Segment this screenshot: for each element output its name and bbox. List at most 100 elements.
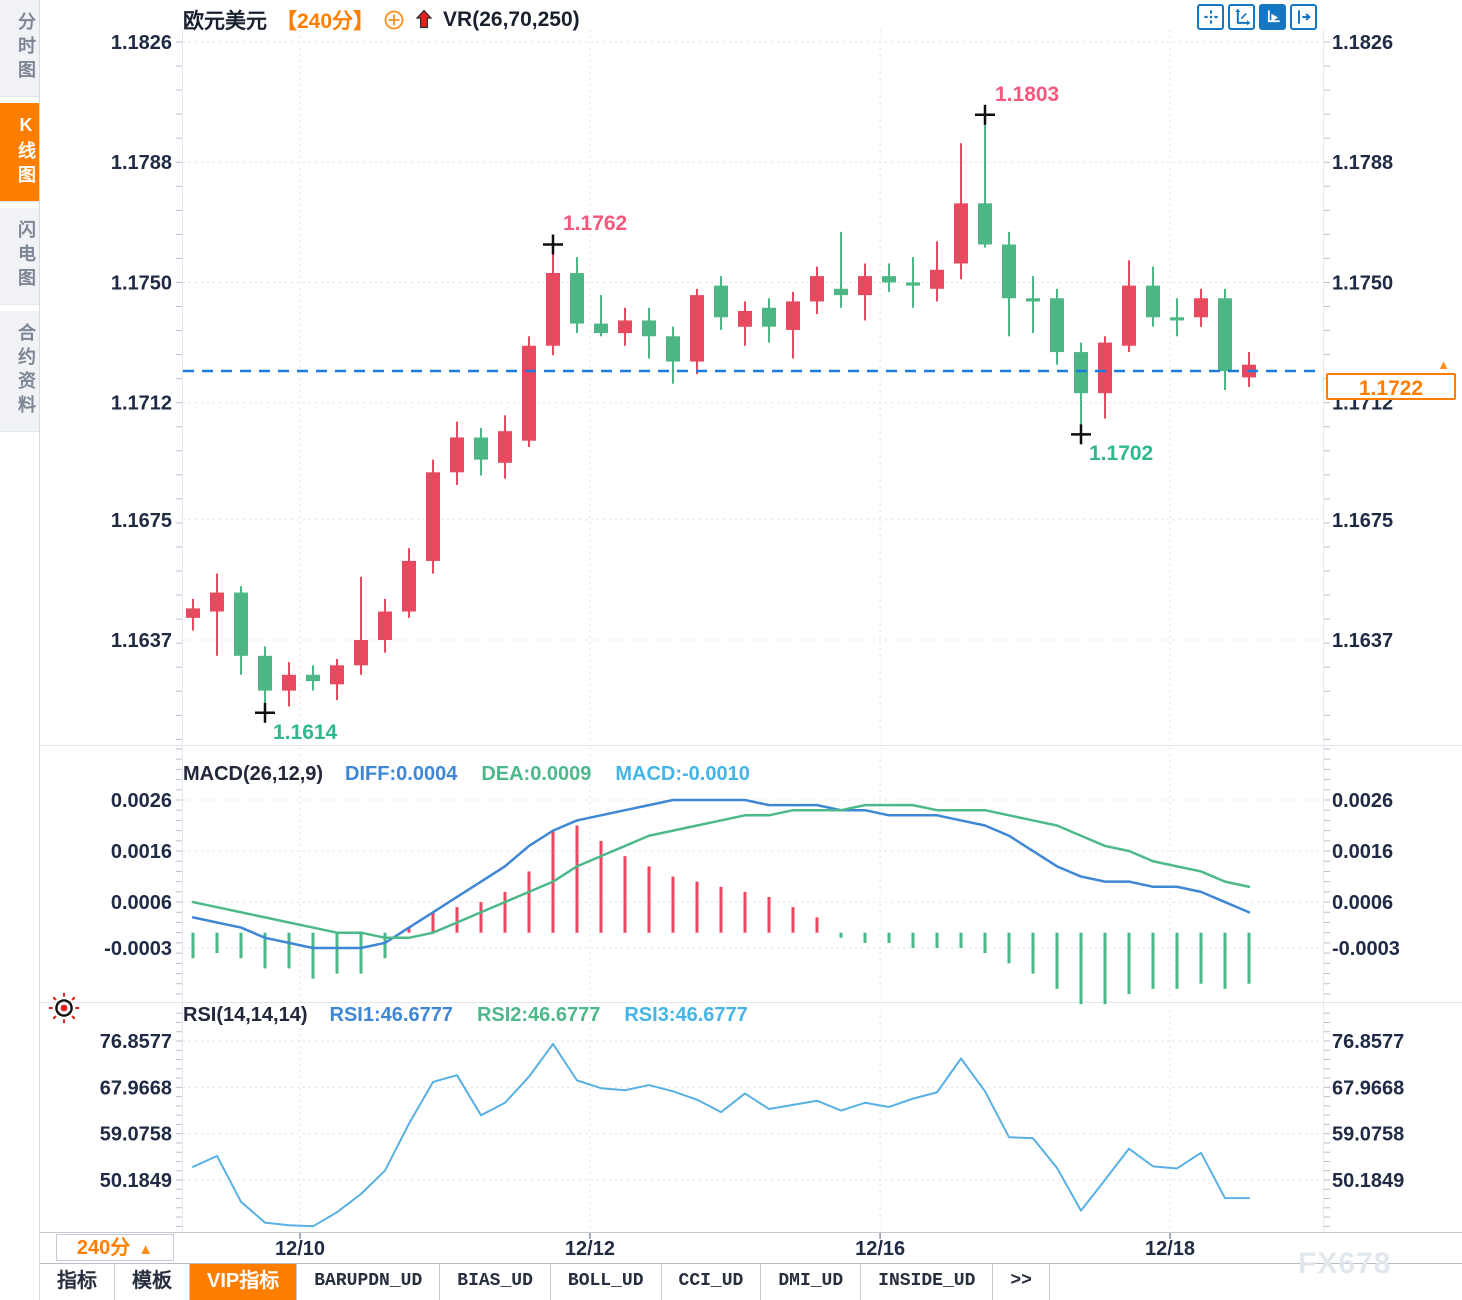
candle-body xyxy=(186,608,200,618)
x-axis-date-label: 12/16 xyxy=(855,1238,905,1260)
x-axis-date-label: 12/12 xyxy=(565,1238,615,1260)
legend-item: MACD:-0.0010 xyxy=(615,763,750,785)
candle-body xyxy=(1218,298,1232,372)
last-price-tag: 1.1722 ▲ xyxy=(1326,358,1456,401)
legend-item: RSI3:46.6777 xyxy=(624,1004,748,1026)
y-axis-label: 1.1826 xyxy=(111,32,172,54)
y-axis-label: 1.1788 xyxy=(111,152,172,174)
legend-item: RSI2:46.6777 xyxy=(476,1004,601,1026)
bottom-tab-2[interactable]: VIP指标 xyxy=(190,1264,298,1300)
bottom-tab-6[interactable]: CCI_UD xyxy=(662,1264,762,1300)
symbol-title: 欧元美元 xyxy=(183,10,267,33)
x-axis-date-label: 12/18 xyxy=(1145,1238,1195,1260)
candle-body xyxy=(354,640,368,666)
bottom-tab-8[interactable]: INSIDE_UD xyxy=(861,1264,994,1300)
macd-title: MACD(26,12,9) xyxy=(183,763,324,785)
y-axis-label: 1.1712 xyxy=(111,393,172,415)
candle-body xyxy=(210,592,224,612)
price-annotation-low: 1.1614 xyxy=(273,720,338,744)
bottom-tab-1[interactable]: 模板 xyxy=(115,1264,190,1300)
candle-body xyxy=(306,674,320,682)
rsi-title: RSI(14,14,14) xyxy=(183,1004,308,1026)
macd-diff-line xyxy=(191,798,1251,950)
pan-right-icon[interactable] xyxy=(1290,4,1317,30)
candle-body xyxy=(1098,342,1112,394)
candle-body xyxy=(258,655,272,691)
rsi-line xyxy=(192,1042,1250,1228)
candle-body xyxy=(690,295,704,362)
bottom-tab-4[interactable]: BIAS_UD xyxy=(440,1264,551,1300)
rsi-legend-values: RSI1:46.6777 RSI2:46.6777 RSI3:46.6777 xyxy=(330,1004,748,1027)
price-up-arrow-icon: ▲ xyxy=(1437,357,1450,373)
y-axis-label: 76.8577 xyxy=(1332,1031,1404,1053)
bottom-tab-bar: 指标 模板 VIP指标 BARUPDN_UD BIAS_UD BOLL_UD CCI_UD D… xyxy=(40,1263,1462,1300)
auto-fit-icon[interactable] xyxy=(1259,4,1286,30)
candle-body xyxy=(1170,317,1184,321)
price-annotation-high: 1.1803 xyxy=(995,82,1060,106)
add-indicator-icon[interactable] xyxy=(383,9,405,31)
candle-body xyxy=(234,592,248,656)
sidebar-item-2[interactable]: 闪电图 xyxy=(0,208,39,305)
y-axis-label: 0.0016 xyxy=(111,841,172,863)
y-axis-label: 1.1637 xyxy=(1332,630,1393,652)
y-axis-label: 1.1826 xyxy=(1332,32,1393,54)
timeframe-selector[interactable]: 240分 ▲ xyxy=(56,1234,174,1261)
sidebar-item-3[interactable]: 合约资料 xyxy=(0,311,39,432)
candle-body xyxy=(882,276,896,283)
candle-body xyxy=(906,282,920,286)
chart-toolbar xyxy=(1197,4,1317,30)
macd-dea-line xyxy=(191,803,1251,940)
y-axis-label: 50.1849 xyxy=(100,1170,172,1192)
candle-body xyxy=(618,320,632,334)
bottom-tab-9[interactable]: >> xyxy=(993,1264,1050,1300)
candle-body xyxy=(402,560,416,612)
sidebar-item-1[interactable]: K线图 xyxy=(0,103,39,202)
candle-body xyxy=(546,272,560,346)
candle-body xyxy=(666,336,680,362)
macd-legend-values: DIFF:0.0004 DEA:0.0009 MACD:-0.0010 xyxy=(345,763,750,786)
candle-body xyxy=(570,272,584,324)
crosshair-icon[interactable] xyxy=(1197,4,1224,30)
sidebar-item-0[interactable]: 分时图 xyxy=(0,0,39,97)
bottom-tab-7[interactable]: DMI_UD xyxy=(761,1264,862,1300)
x-axis-date-label: 12/10 xyxy=(275,1238,325,1260)
y-axis-label: 50.1849 xyxy=(1332,1170,1404,1192)
candle-body xyxy=(1122,285,1136,346)
y-axis-label: 1.1675 xyxy=(111,510,172,532)
macd-legend: MACD(26,12,9) DIFF:0.0004 DEA:0.0009 MACD:… xyxy=(183,763,750,786)
bottom-tab-3[interactable]: BARUPDN_UD xyxy=(297,1264,441,1300)
timeframe-label: 【240分】 xyxy=(276,10,375,33)
y-axis-label: 1.1788 xyxy=(1332,152,1393,174)
indicator-title: VR(26,70,250) xyxy=(443,8,580,31)
candle-body xyxy=(762,307,776,327)
y-axis-label: 0.0016 xyxy=(1332,841,1393,863)
candle-body xyxy=(594,323,608,334)
candle-body xyxy=(786,301,800,330)
candle-body xyxy=(498,431,512,463)
candle-body xyxy=(522,345,536,441)
candle-body xyxy=(1002,244,1016,299)
y-axis-label: 1.1750 xyxy=(1332,272,1393,294)
timeframe-value: 240分 xyxy=(76,1237,131,1259)
candle-body xyxy=(834,288,848,296)
candle-body xyxy=(978,203,992,245)
y-axis-label: 0.0006 xyxy=(1332,892,1393,914)
y-axis-label: -0.0003 xyxy=(104,938,172,960)
candle-body xyxy=(1074,352,1088,394)
timeframe-dropdown-icon: ▲ xyxy=(138,1241,154,1258)
scale-axis-icon[interactable] xyxy=(1228,4,1255,30)
sun-icon[interactable] xyxy=(46,990,82,1031)
y-axis-label: -0.0003 xyxy=(1332,938,1400,960)
bottom-tab-5[interactable]: BOLL_UD xyxy=(551,1264,662,1300)
bottom-tab-0[interactable]: 指标 xyxy=(40,1264,115,1300)
chart-header: 欧元美元 【240分】 VR(26,70,250) xyxy=(183,5,580,35)
candle-body xyxy=(930,269,944,289)
candle-body xyxy=(642,320,656,337)
watermark: FX678 xyxy=(1298,1247,1392,1280)
candle-body xyxy=(474,437,488,460)
y-axis-label: 1.1750 xyxy=(111,272,172,294)
candle-body xyxy=(738,310,752,327)
y-axis-label: 67.9668 xyxy=(100,1077,172,1099)
candle-body xyxy=(1194,298,1208,318)
